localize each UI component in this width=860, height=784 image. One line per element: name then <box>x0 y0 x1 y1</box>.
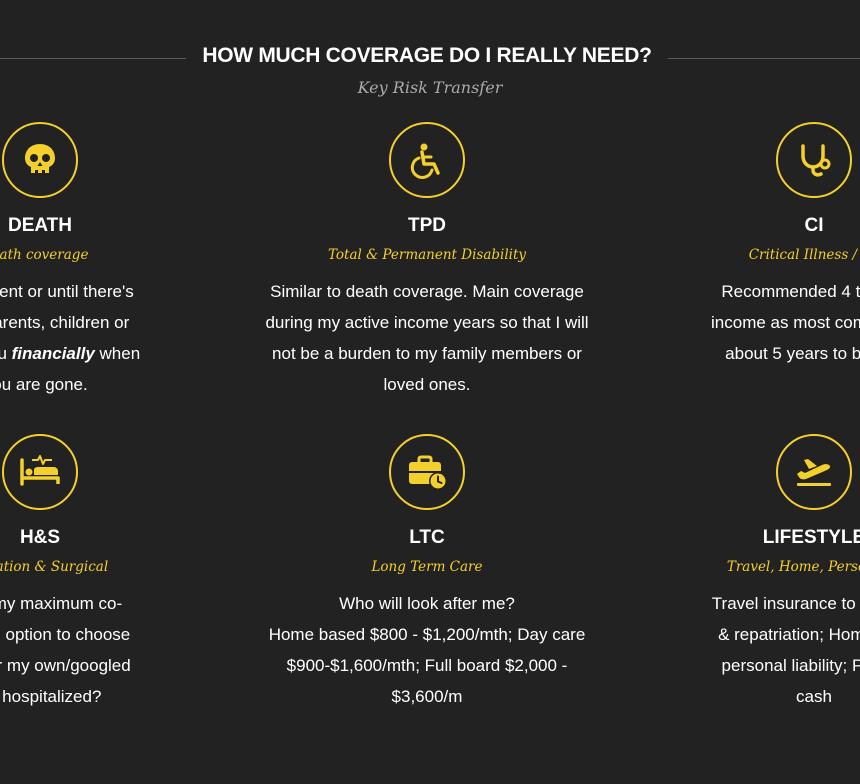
card-line: sses you financially when <box>0 338 230 369</box>
card-line: Who will look after me? <box>339 594 515 613</box>
card-line: r if hospitalized? <box>0 687 102 706</box>
card-line-text: sses you <box>0 344 7 363</box>
card-subtitle: Total & Permanent Disability <box>327 247 527 263</box>
skull-icon <box>2 122 78 198</box>
card-line: not be a burden to my family members or <box>272 344 582 363</box>
title-divider-left <box>0 58 186 59</box>
card-line: income as most common C <box>711 313 860 332</box>
stethoscope-icon <box>776 122 852 198</box>
card-ltc: LTC Long Term Care Who will look after m… <box>237 434 617 712</box>
card-line: ou are gone. <box>0 375 88 394</box>
card-line: Recommended 4 to 5 ye <box>721 282 860 301</box>
hospital-bed-icon <box>2 434 78 510</box>
card-line: Home based $800 - $1,200/mth; Day care <box>268 625 586 644</box>
card-title: LTC <box>409 527 445 548</box>
card-description: retirement or until there's e.g. parents… <box>0 276 230 400</box>
briefcase-clock-icon <box>389 434 465 510</box>
card-line: loved ones. <box>383 375 471 394</box>
card-line: oom or my own/googled <box>0 656 131 675</box>
card-line-tail: when <box>94 344 141 363</box>
card-title: LIFESTYLE <box>762 527 860 548</box>
wheelchair-icon <box>389 122 465 198</box>
card-hs: H&S alization & Surgical limit my maximu… <box>0 434 230 712</box>
card-title: DEATH <box>7 215 73 236</box>
card-subtitle: eath coverage <box>0 247 89 263</box>
card-subtitle: Travel, Home, Personal A <box>726 559 860 575</box>
card-subtitle: Critical Illness / Ea <box>748 247 860 263</box>
card-line: about 5 years to becom <box>725 344 860 363</box>
card-line: Similar to death coverage. Main coverage <box>270 282 584 301</box>
card-line: limit my maximum co- <box>0 594 123 613</box>
title-divider-right <box>668 58 860 59</box>
card-subtitle: alization & Surgical <box>0 559 109 575</box>
card-line: cash <box>796 687 832 706</box>
section-header: HOW MUCH COVERAGE DO I REALLY NEED? Key … <box>0 40 860 97</box>
card-ci: CI Critical Illness / Ea Recommended 4 t… <box>624 122 860 369</box>
card-line: & repatriation; Home insu <box>718 625 860 644</box>
card-tpd: TPD Total & Permanent Disability Similar… <box>237 122 617 400</box>
card-description: Who will look after me? Home based $800 … <box>237 588 617 712</box>
card-line: personal liability; PA for f <box>721 656 860 675</box>
section-subtitle: Key Risk Transfer <box>357 78 503 97</box>
title-row: HOW MUCH COVERAGE DO I REALLY NEED? <box>0 40 860 76</box>
plane-departure-icon <box>776 434 852 510</box>
card-line: retirement or until there's <box>0 282 134 301</box>
card-death: DEATH eath coverage retirement or until … <box>0 122 230 400</box>
card-title: CI <box>804 215 824 236</box>
card-subtitle: Long Term Care <box>371 559 483 575</box>
card-line: $3,600/m <box>391 687 463 706</box>
card-line: ave an option to choose <box>0 625 131 644</box>
card-description: Travel insurance to cover b & repatriati… <box>624 588 860 712</box>
card-line: $900-$1,600/mth; Full board $2,000 - <box>286 656 568 675</box>
card-line: e.g. parents, children or <box>0 313 130 332</box>
card-description: limit my maximum co- ave an option to ch… <box>0 588 230 712</box>
card-description: Recommended 4 to 5 ye income as most com… <box>624 276 860 369</box>
card-line: Travel insurance to cover b <box>711 594 860 613</box>
card-description: Similar to death coverage. Main coverage… <box>237 276 617 400</box>
card-line-emphasis: financially <box>11 344 95 363</box>
card-lifestyle: LIFESTYLE Travel, Home, Personal A Trave… <box>624 434 860 712</box>
card-title: H&S <box>19 527 61 548</box>
section-title: HOW MUCH COVERAGE DO I REALLY NEED? <box>202 44 652 67</box>
card-title: TPD <box>408 215 446 236</box>
card-line: during my active income years so that I … <box>265 313 589 332</box>
